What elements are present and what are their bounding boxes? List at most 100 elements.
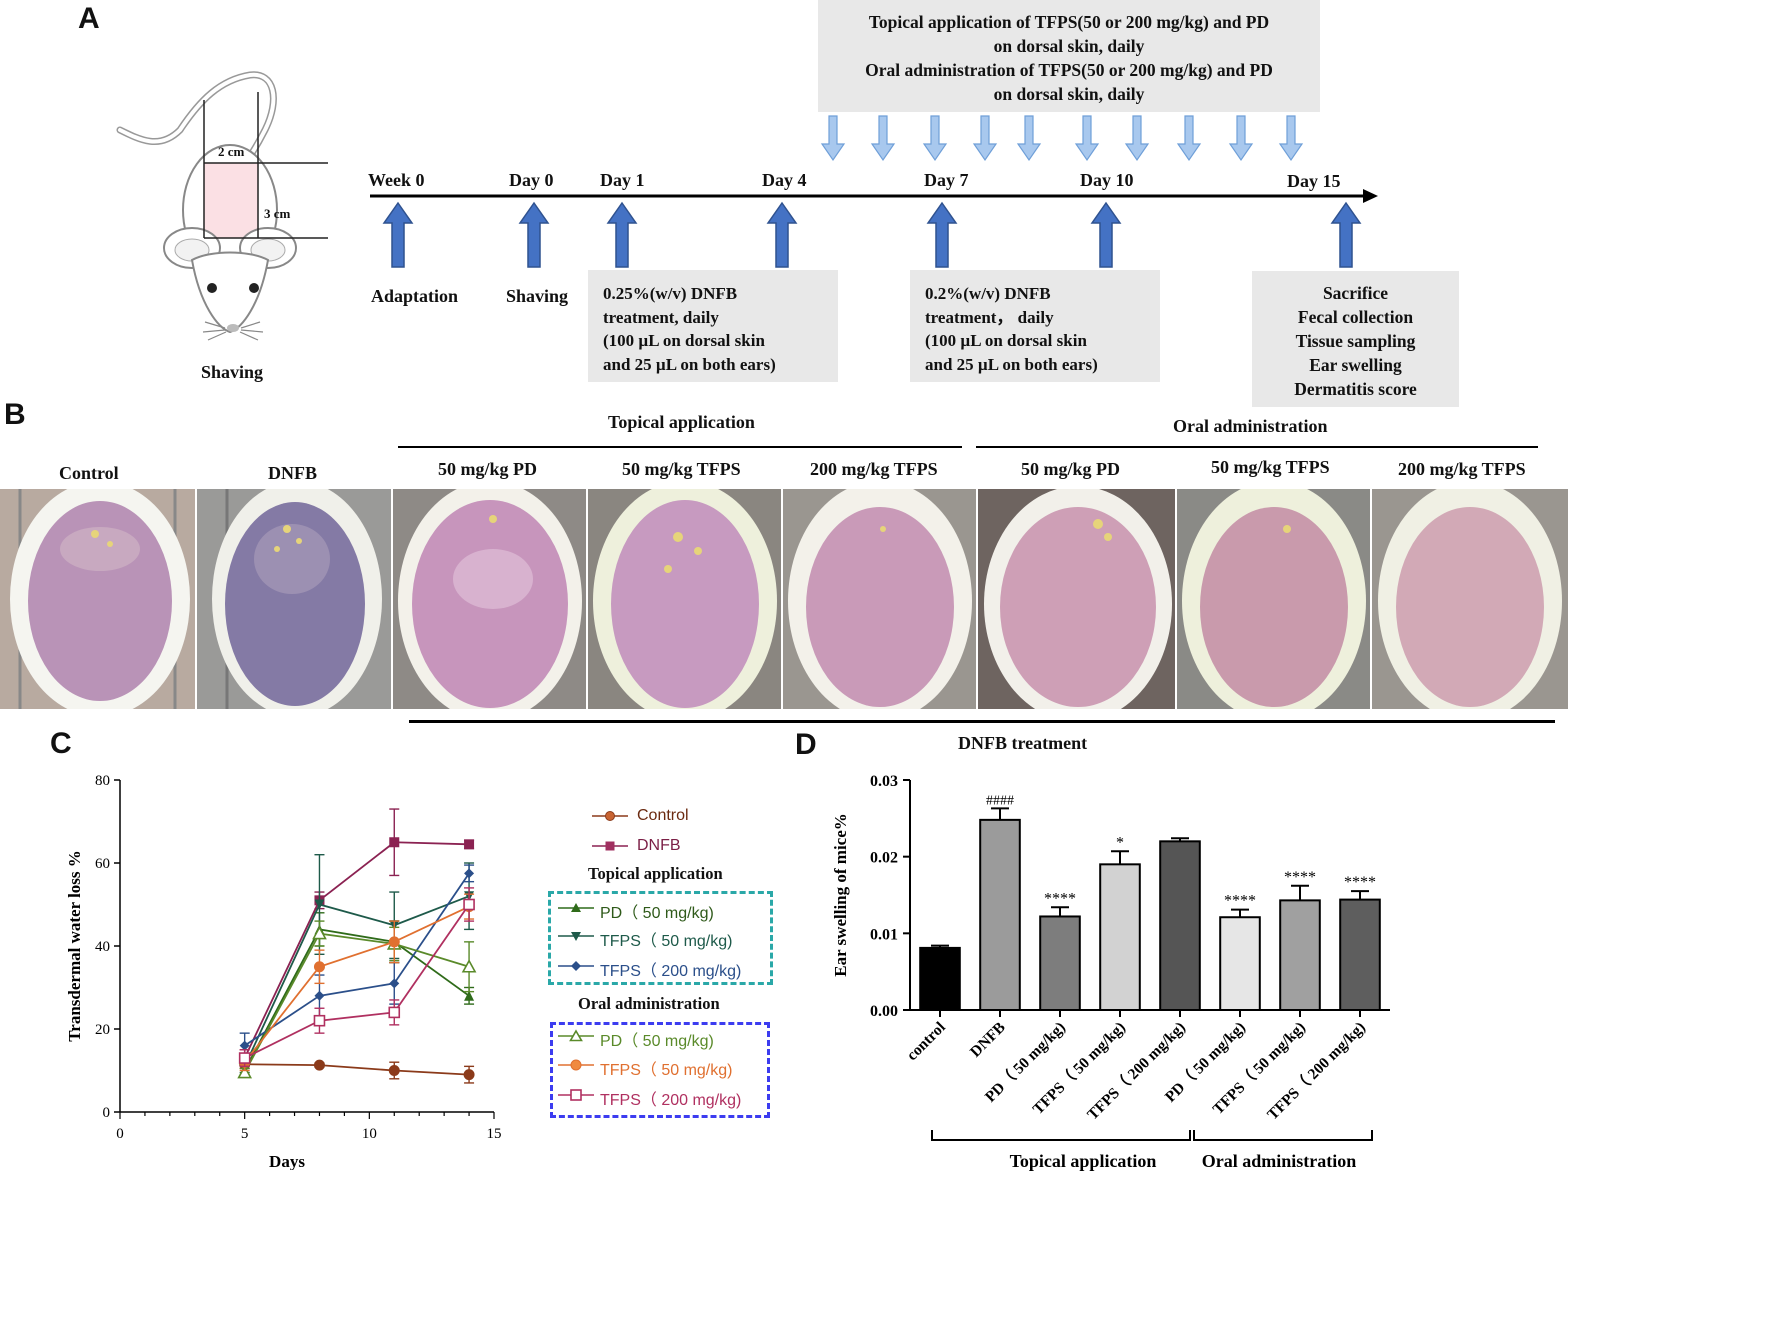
legend-label-topical-pd: PD（ 50 mg/kg) — [600, 905, 714, 922]
group-label-oral: Oral administration — [1202, 1151, 1357, 1171]
group-bracket-oral — [1193, 1130, 1373, 1141]
box3-line: Tissue sampling — [1295, 331, 1416, 351]
photo-label-oral-tfps50: 50 mg/kg TFPS — [1211, 457, 1330, 477]
legend-marker-control — [592, 811, 628, 821]
series-line — [243, 905, 470, 1063]
data-point — [388, 1065, 400, 1076]
series-line — [244, 903, 470, 1059]
y-axis-label: Ear swelling of mice% — [831, 813, 850, 977]
data-point — [237, 1064, 253, 1079]
timeline-day15: Day 15 — [1287, 171, 1341, 191]
bar — [1219, 916, 1261, 1012]
legend-label-topical-tfps50: TFPS（ 50 mg/kg) — [600, 933, 733, 950]
photo-label-oral-tfps200: 200 mg/kg TFPS — [1398, 459, 1526, 479]
photo-label-dnfb: DNFB — [268, 463, 317, 483]
photo-topical-pd — [393, 489, 588, 709]
x-tick-label: 0 — [116, 1126, 124, 1142]
chart-ear-swelling: 0.00 0.01 0.02 0.03 Ear swelling of mice% con… — [831, 773, 1390, 1171]
topical-header: Topical application — [608, 412, 755, 432]
legend-label-topical-tfps200: TFPS（ 200 mg/kg) — [600, 963, 742, 980]
bar — [919, 946, 961, 1011]
series-line — [243, 895, 470, 1067]
series-6 — [239, 893, 475, 1072]
data-point — [313, 1014, 326, 1027]
treatment-line-2: on dorsal skin, daily — [993, 36, 1145, 56]
dim-width-label: 2 cm — [218, 144, 245, 159]
treatment-box: Topical application of TFPS(50 or 200 mg… — [818, 0, 1320, 112]
label-shaving: Shaving — [506, 286, 569, 306]
legend-label-dnfb: DNFB — [637, 837, 681, 854]
significance-label: **** — [1044, 890, 1076, 907]
timeline-day7: Day 7 — [924, 170, 969, 190]
data-point — [314, 899, 325, 910]
data-point — [461, 959, 477, 973]
legend-oral-title: Oral administration — [578, 994, 720, 1013]
x-tick-label: 5 — [241, 1126, 249, 1142]
x-tick-label: 15 — [487, 1126, 502, 1142]
photo-label-topical-tfps200: 200 mg/kg TFPS — [810, 459, 938, 479]
timeline-day10: Day 10 — [1080, 170, 1134, 190]
x-tick-label: 10 — [362, 1126, 377, 1142]
photo-control — [0, 489, 197, 709]
bar — [1039, 915, 1081, 1011]
group-bracket-topical — [931, 1130, 1191, 1141]
series-line — [244, 872, 470, 1047]
box3-line: Dermatitis score — [1294, 379, 1417, 399]
topical-header-line — [398, 446, 962, 448]
data-point — [464, 839, 475, 850]
series-line — [244, 1063, 470, 1076]
data-point — [388, 936, 400, 948]
box2-line: (100 µL on dorsal skin — [925, 331, 1087, 350]
label-adaptation: Adaptation — [371, 286, 459, 306]
y-tick-label: 0 — [103, 1105, 111, 1121]
legend-topical-box — [548, 891, 773, 985]
data-point — [313, 961, 325, 973]
data-point — [313, 1059, 325, 1071]
y-tick-label: 0.03 — [870, 773, 898, 790]
box2-line: and 25 µL on both ears) — [925, 354, 1098, 374]
x-axis-label: Days — [269, 1152, 305, 1170]
legend-topical-title: Topical application — [588, 864, 723, 883]
y-tick-label: 0.01 — [870, 926, 898, 943]
timeline-day1: Day 1 — [600, 170, 645, 190]
treatment-line-4: on dorsal skin, daily — [993, 84, 1145, 104]
box2-line: 0.2%(w/v) DNFB — [925, 284, 1051, 303]
bar — [1099, 863, 1141, 1012]
box1-line: treatment, daily — [603, 307, 719, 327]
legend-marker-topical-tfps50 — [558, 932, 594, 941]
panel-d-letter: D — [795, 728, 817, 761]
y-tick-label: 0.00 — [870, 1003, 898, 1020]
box1-line: 0.25%(w/v) DNFB — [603, 284, 738, 303]
data-point — [389, 837, 400, 848]
legend-marker-topical-tfps200 — [558, 961, 594, 971]
bar — [1339, 898, 1381, 1012]
photo-label-topical-pd: 50 mg/kg PD — [438, 459, 537, 479]
significance-label: **** — [1284, 869, 1316, 886]
chart-tewl: 0 20 40 60 80 0 5 10 15 Days Transdermal water los… — [65, 773, 502, 1170]
legend-label-oral-pd: PD（ 50 mg/kg) — [600, 1033, 714, 1050]
series-5 — [237, 920, 477, 1079]
panel-a-letter: A — [78, 2, 100, 35]
group-label-topical: Topical application — [1010, 1151, 1157, 1171]
legend-marker-oral-tfps200 — [558, 1089, 594, 1101]
photo-topical-tfps200 — [783, 489, 978, 709]
dnfb-box-1: 0.25%(w/v) DNFB treatment, daily (100 µL… — [588, 270, 838, 382]
box1-line: (100 µL on dorsal skin — [603, 331, 765, 350]
series-line — [243, 932, 470, 1074]
x-tick-label: control — [904, 1018, 950, 1064]
data-point — [463, 1069, 475, 1081]
mouse-illustration — [116, 71, 328, 341]
treatment-line-1: Topical application of TFPS(50 or 200 mg… — [868, 12, 1270, 32]
data-point — [389, 978, 400, 989]
data-point — [312, 925, 327, 940]
y-axis-label: Transdermal water loss % — [65, 850, 84, 1042]
photo-dnfb — [197, 489, 393, 709]
data-point — [238, 1052, 251, 1064]
timeline-axis — [370, 189, 1378, 268]
series-line — [243, 841, 470, 1059]
data-point — [464, 868, 475, 879]
endpoint-box: Sacrifice Fecal collection Tissue sampli… — [1252, 271, 1459, 407]
significance-label: **** — [1344, 874, 1376, 891]
data-point — [314, 990, 325, 1001]
legend-oral-box — [550, 1022, 770, 1118]
